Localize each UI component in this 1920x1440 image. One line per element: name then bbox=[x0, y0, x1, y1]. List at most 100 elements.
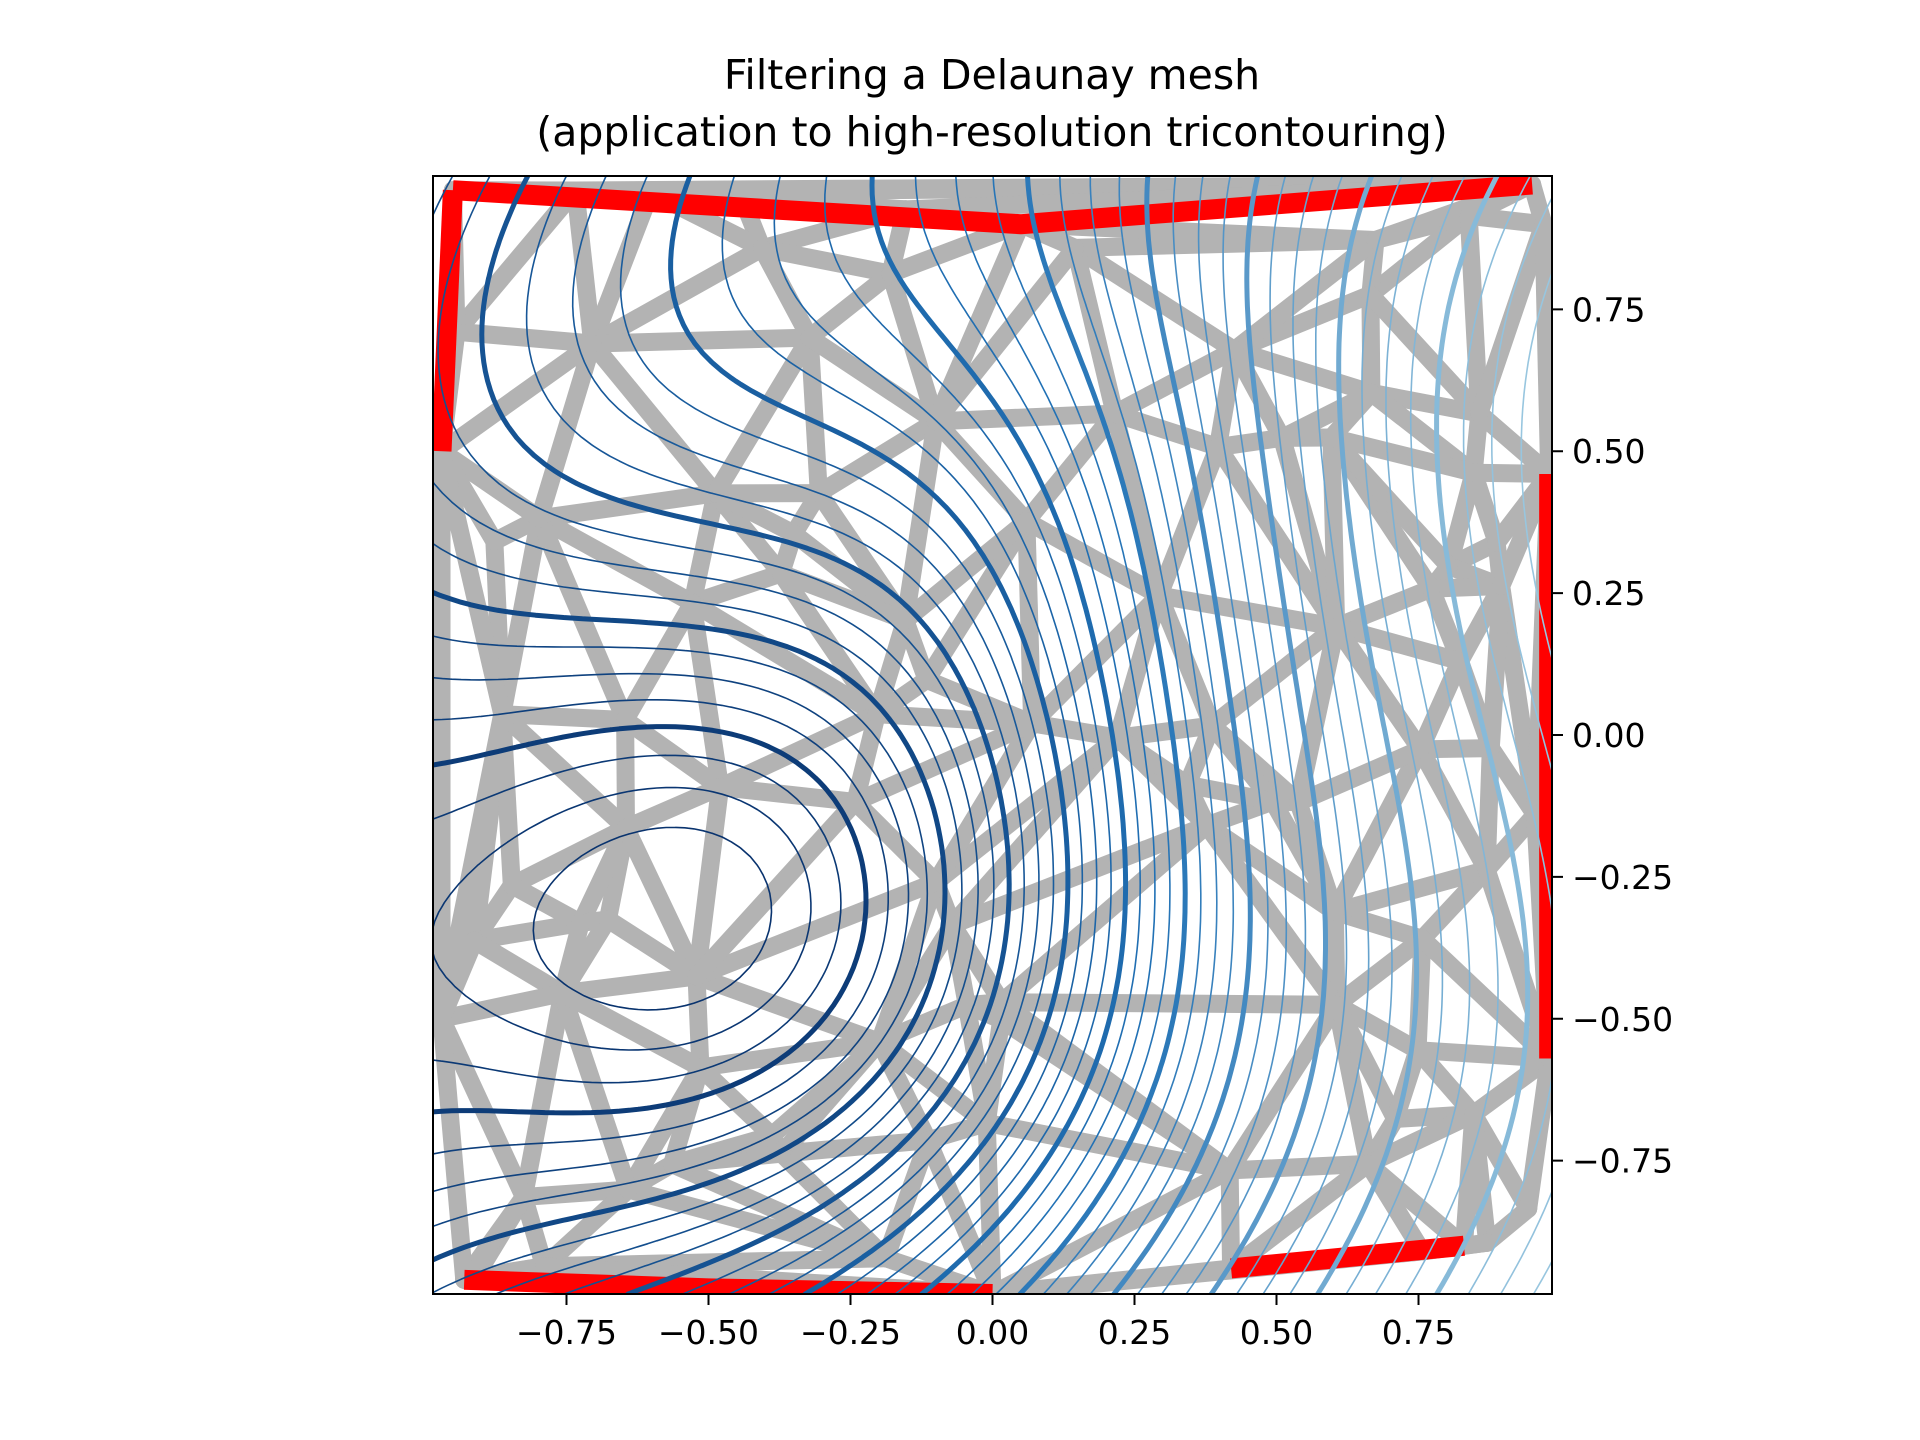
mesh-edge bbox=[583, 334, 725, 503]
x-tick-label: 0.00 bbox=[956, 1313, 1029, 1352]
mesh-edge bbox=[870, 996, 976, 1051]
mesh-edge bbox=[992, 816, 1216, 1012]
mesh-edge bbox=[800, 264, 900, 347]
contour-line bbox=[433, 635, 929, 1228]
mesh-edge bbox=[1023, 714, 1127, 747]
mesh-edge bbox=[926, 215, 1030, 431]
mesh-edge bbox=[433, 984, 572, 1028]
y-tick-label: 0.25 bbox=[1572, 574, 1645, 613]
contour-line bbox=[1236, 176, 1348, 1294]
mesh-edge bbox=[957, 996, 996, 1133]
x-tick-label: −0.50 bbox=[658, 1313, 759, 1352]
mesh-edge bbox=[433, 442, 512, 724]
mesh-edge bbox=[1289, 793, 1344, 921]
mesh-edge bbox=[1411, 652, 1469, 759]
mesh-edge bbox=[1361, 285, 1381, 402]
mesh-edge bbox=[1459, 206, 1552, 234]
mesh-edge bbox=[1322, 428, 1346, 636]
contour-line bbox=[914, 176, 1141, 1294]
contour-line bbox=[1185, 176, 1307, 1294]
mesh-edge bbox=[616, 710, 635, 837]
mesh-edge bbox=[1220, 1154, 1378, 1180]
mesh-edge bbox=[983, 1259, 1241, 1294]
mesh-edge bbox=[1208, 428, 1291, 457]
contour-line bbox=[1161, 176, 1288, 1294]
mesh-edge bbox=[571, 818, 635, 932]
mesh-edge bbox=[502, 876, 590, 932]
contour-line bbox=[773, 176, 1098, 1294]
contour-line bbox=[433, 786, 812, 1051]
mesh-edge bbox=[687, 967, 889, 1051]
contour-line bbox=[1434, 176, 1531, 1294]
y-tick-label: 0.75 bbox=[1572, 290, 1645, 329]
mesh-edge bbox=[447, 181, 585, 341]
y-tick-label: −0.75 bbox=[1572, 1142, 1673, 1181]
tricontour-lines bbox=[433, 176, 1552, 1294]
mesh-edge bbox=[1534, 215, 1552, 483]
mesh-edge bbox=[1408, 1041, 1552, 1068]
contour-line bbox=[433, 672, 910, 1193]
mesh-edge bbox=[583, 239, 772, 353]
mesh-edge bbox=[943, 816, 1216, 934]
mesh-edge bbox=[876, 1131, 938, 1268]
contour-line bbox=[433, 699, 889, 1155]
mesh-edge bbox=[1422, 577, 1511, 598]
mesh-edge bbox=[1150, 438, 1227, 605]
mesh-edge bbox=[1454, 1105, 1483, 1255]
mesh-edge bbox=[1017, 512, 1169, 605]
contour-line bbox=[1405, 176, 1499, 1294]
contour-line bbox=[433, 590, 948, 1263]
mesh-edge bbox=[1105, 404, 1169, 605]
y-tick-label: 0.00 bbox=[1572, 716, 1645, 755]
contour-line bbox=[1136, 176, 1269, 1294]
mesh-edge bbox=[1150, 586, 1346, 636]
x-tick-label: 0.25 bbox=[1098, 1313, 1171, 1352]
mesh-edge bbox=[619, 1058, 710, 1199]
mesh-edge bbox=[553, 984, 710, 1077]
contour-line bbox=[1042, 176, 1202, 1294]
mesh-edge bbox=[530, 334, 602, 528]
contour-line bbox=[1491, 197, 1552, 1294]
x-tick-label: 0.75 bbox=[1382, 1313, 1455, 1352]
mesh-edge bbox=[983, 1161, 1239, 1294]
mesh-edge bbox=[687, 873, 945, 986]
mesh-edge bbox=[530, 509, 702, 612]
mesh-edge bbox=[881, 264, 945, 431]
mesh-edge bbox=[1017, 512, 1042, 733]
mesh-edge bbox=[926, 238, 1085, 431]
mesh-edge bbox=[1470, 404, 1552, 483]
masked-edge bbox=[1230, 1235, 1465, 1279]
mesh-edge bbox=[992, 993, 1239, 1180]
contour-line bbox=[433, 724, 869, 1116]
mesh-edge bbox=[1150, 586, 1222, 735]
mesh-edge bbox=[1519, 1049, 1552, 1218]
mesh-edge bbox=[433, 1009, 533, 1206]
mesh-edge bbox=[566, 181, 602, 353]
mesh-edge bbox=[846, 705, 886, 811]
mesh-edge bbox=[683, 564, 791, 612]
mesh-edge bbox=[1327, 929, 1432, 1014]
mesh-edge bbox=[1225, 341, 1381, 402]
mesh-edge bbox=[502, 818, 635, 895]
x-tick-label: 0.50 bbox=[1240, 1313, 1313, 1352]
mesh-edge bbox=[465, 913, 590, 950]
contour-line bbox=[532, 826, 773, 1011]
mesh-edge bbox=[1208, 438, 1346, 636]
mesh-edge bbox=[1322, 428, 1458, 576]
mesh-edge bbox=[1411, 740, 1496, 879]
mesh-edge bbox=[772, 1144, 895, 1268]
y-tick-label: −0.25 bbox=[1572, 858, 1673, 897]
contour-line bbox=[1208, 176, 1328, 1294]
mesh-edge bbox=[706, 484, 803, 543]
mesh-edge bbox=[1178, 716, 1222, 794]
mesh-edge bbox=[867, 611, 915, 724]
chart-subtitle: (application to high-resolution triconto… bbox=[536, 108, 1447, 156]
mesh-edge bbox=[1289, 740, 1430, 812]
mesh-edge bbox=[493, 705, 635, 729]
contour-line bbox=[992, 176, 1171, 1294]
mesh-edge bbox=[1477, 739, 1500, 879]
mesh-edge bbox=[465, 931, 572, 1003]
mesh-edge bbox=[616, 778, 730, 837]
mesh-edge bbox=[663, 1126, 781, 1174]
mesh-edge bbox=[1105, 404, 1227, 457]
